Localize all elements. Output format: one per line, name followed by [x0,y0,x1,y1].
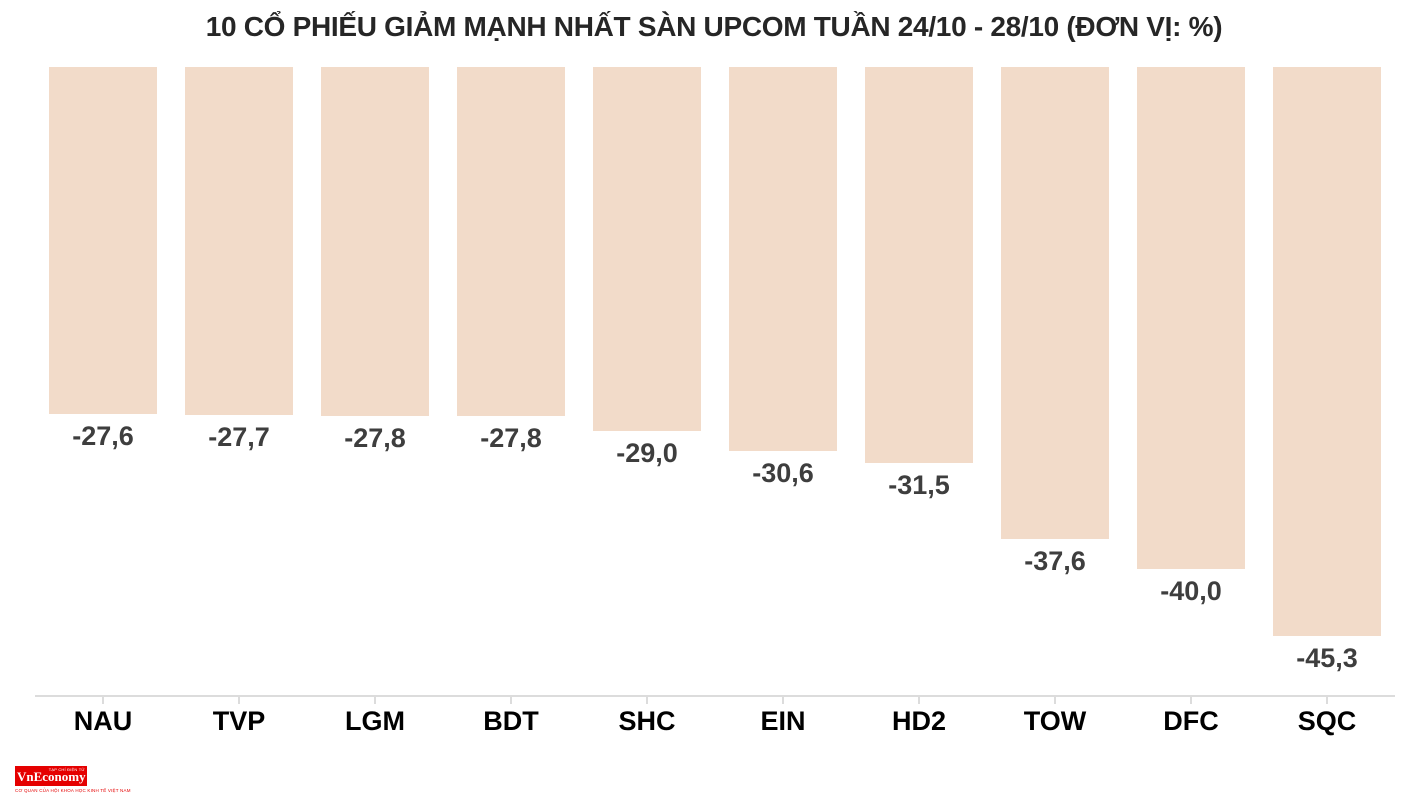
bar-value-label: -27,6 [72,420,134,451]
x-axis-tick [1190,697,1192,704]
x-axis-tick [1326,697,1328,704]
x-axis-label-shc: SHC [618,706,676,736]
bar-tow [1001,67,1109,540]
bar-ein [729,67,837,452]
vneconomy-logo: TẠP CHÍ ĐIỆN TỬ VnEconomy CƠ QUAN CỦA HỘ… [15,766,131,793]
x-axis-label-dfc: DFC [1163,706,1219,736]
bar-bdt [457,67,565,417]
x-axis-tick [374,697,376,704]
x-axis-label-sqc: SQC [1297,706,1357,736]
bar-value-label: -27,7 [208,421,270,452]
bar-shc [593,67,701,432]
vneconomy-logo-box: TẠP CHÍ ĐIỆN TỬ VnEconomy [15,766,87,786]
bar-value-label: -30,6 [752,458,814,489]
x-axis-label-nau: NAU [73,706,133,736]
x-axis-label-tow: TOW [1023,706,1087,736]
chart-title: 10 CỔ PHIẾU GIẢM MẠNH NHẤT SÀN UPCOM TUẦ… [205,11,1223,42]
bar-dfc [1137,67,1245,570]
bar-value-label: -29,0 [616,438,678,469]
x-axis-tick [1054,697,1056,704]
x-axis-label-hd2: HD2 [891,706,946,736]
x-axis-tick [782,697,784,704]
bar-value-label: -31,5 [888,469,950,500]
x-axis-tick [646,697,648,704]
logo-small-text: TẠP CHÍ ĐIỆN TỬ [48,767,85,772]
x-axis-label-ein: EIN [760,706,806,736]
x-axis-label-tvp: TVP [212,706,266,736]
bar-sqc [1273,67,1381,636]
x-axis-label-lgm: LGM [345,706,405,736]
bar-lgm [321,67,429,417]
x-axis-tick [238,697,240,704]
bar-value-label: -45,3 [1296,642,1358,673]
x-axis-tick [510,697,512,704]
bar-value-label: -37,6 [1024,546,1086,577]
bar-value-label: -27,8 [480,423,542,454]
logo-wordmark: VnEconomy [17,769,86,784]
logo-tagline: CƠ QUAN CỦA HỘI KHOA HỌC KINH TẾ VIỆT NA… [15,788,131,793]
x-axis-tick [102,697,104,704]
x-axis-line [35,695,1395,697]
bar-value-label: -27,8 [344,423,406,454]
bar-hd2 [865,67,973,463]
x-axis-label-bdt: BDT [483,706,539,736]
x-axis-tick [918,697,920,704]
bar-tvp [185,67,293,415]
bar-value-label: -40,0 [1160,576,1222,607]
bar-nau [49,67,157,414]
